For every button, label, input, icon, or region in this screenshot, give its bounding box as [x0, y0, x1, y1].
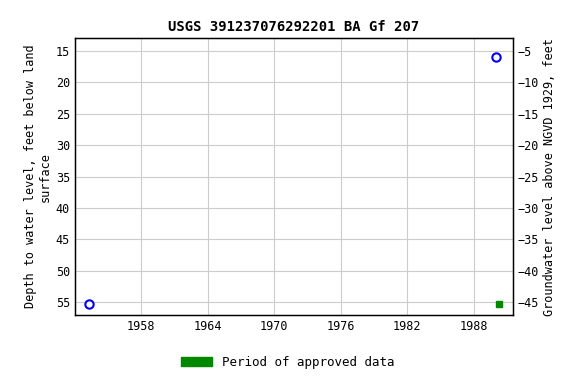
Title: USGS 391237076292201 BA Gf 207: USGS 391237076292201 BA Gf 207: [168, 20, 419, 35]
Y-axis label: Groundwater level above NGVD 1929, feet: Groundwater level above NGVD 1929, feet: [543, 38, 556, 316]
Y-axis label: Depth to water level, feet below land
surface: Depth to water level, feet below land su…: [24, 45, 52, 308]
Legend: Period of approved data: Period of approved data: [176, 351, 400, 374]
